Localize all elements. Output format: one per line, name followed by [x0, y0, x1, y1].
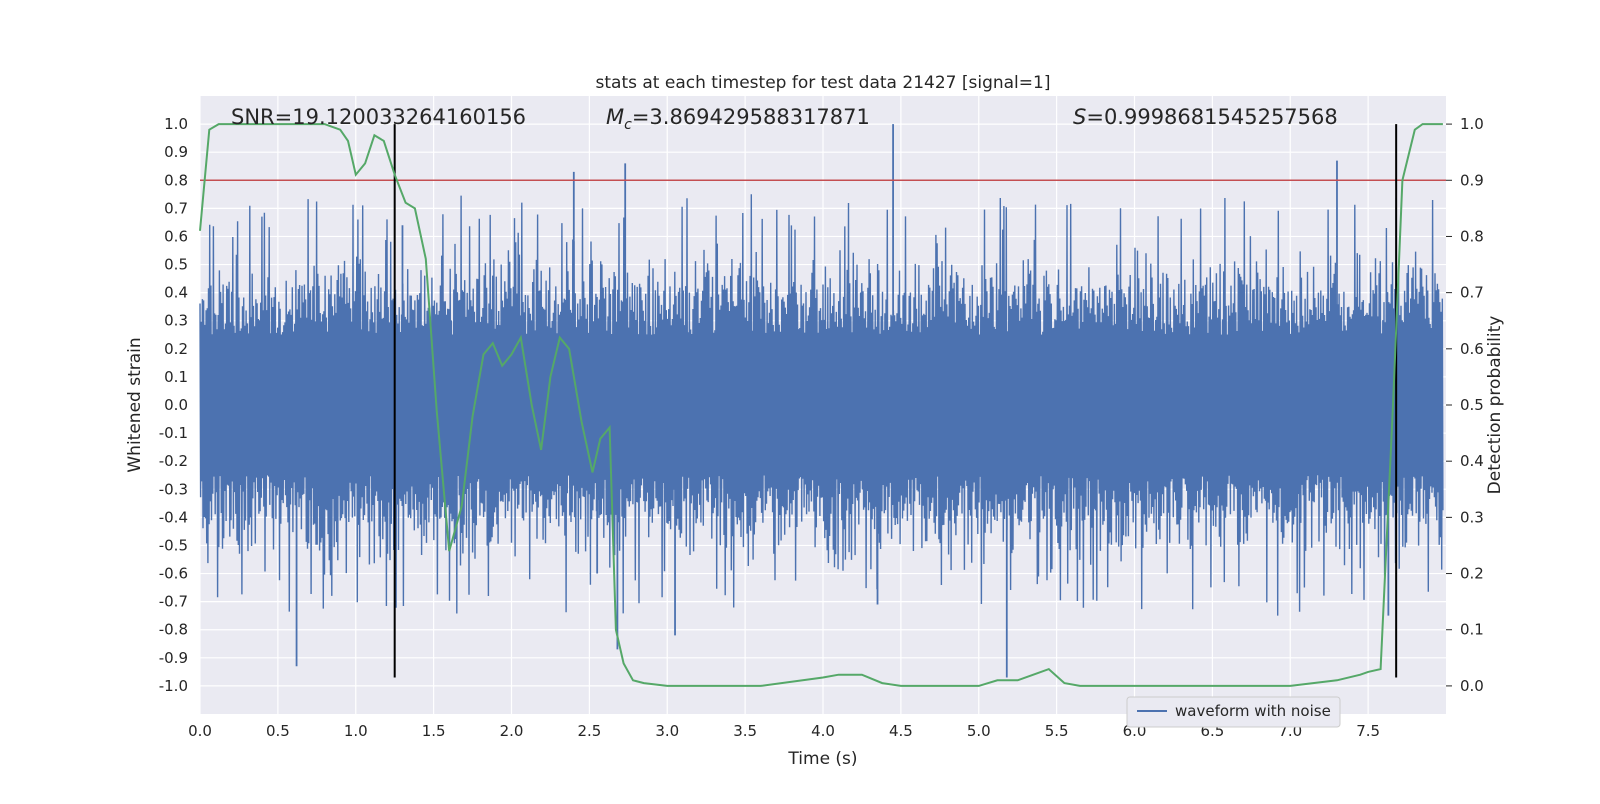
y-tick-label: 0.0 — [164, 396, 188, 414]
mc-symbol: M — [606, 105, 624, 129]
y-tick-label: -1.0 — [159, 677, 188, 695]
y-right-tick-label: 0.8 — [1460, 227, 1484, 245]
y-right-tick-label: 0.9 — [1460, 171, 1484, 189]
x-tick-label: 2.5 — [577, 722, 601, 740]
y-tick-label: -0.4 — [159, 508, 188, 526]
y-right-tick-label: 0.3 — [1460, 508, 1484, 526]
y-tick-label: 0.8 — [164, 171, 188, 189]
x-tick-label: 4.0 — [811, 722, 835, 740]
y-tick-label: 0.2 — [164, 340, 188, 358]
y-axis-label: Whitened strain — [125, 337, 145, 472]
legend-label: waveform with noise — [1175, 702, 1331, 720]
x-tick-label: 3.0 — [655, 722, 679, 740]
mc-subscript: c — [624, 117, 632, 133]
legend: waveform with noise — [1126, 696, 1341, 728]
x-tick-label: 2.0 — [500, 722, 524, 740]
y-tick-label: 0.4 — [164, 284, 188, 302]
y-right-tick-label: 0.5 — [1460, 396, 1484, 414]
y-right-tick-label: 0.6 — [1460, 340, 1484, 358]
y-tick-label: 0.1 — [164, 368, 188, 386]
s-symbol: S — [1073, 105, 1086, 129]
y-right-tick-label: 0.7 — [1460, 284, 1484, 302]
waveform-line — [199, 194, 1444, 616]
y-tick-label: 0.7 — [164, 199, 188, 217]
s-value: =0.9998681545257568 — [1086, 105, 1337, 129]
mc-value: =3.869429588317871 — [632, 105, 870, 129]
y-ticks-right: 1.0 0.9 0.8 0.7 0.6 0.5 0.4 0.3 0.2 0.1 0.0 — [1446, 115, 1484, 695]
y-tick-label: -0.2 — [159, 452, 188, 470]
x-tick-label: 0.5 — [266, 722, 290, 740]
snr-annotation: SNR=19.120033264160156 — [231, 105, 526, 129]
y-tick-label: 0.9 — [164, 143, 188, 161]
x-tick-label: 0.0 — [188, 722, 212, 740]
y-tick-label: -0.5 — [159, 536, 188, 554]
y-right-tick-label: 1.0 — [1460, 115, 1484, 133]
x-tick-label: 3.5 — [733, 722, 757, 740]
y-tick-label: 0.3 — [164, 312, 188, 330]
y-tick-label: -0.3 — [159, 480, 188, 498]
chart-title: stats at each timestep for test data 214… — [596, 73, 1051, 93]
y-right-tick-label: 0.2 — [1460, 565, 1484, 583]
x-tick-label: 1.5 — [422, 722, 446, 740]
s-annotation: S=0.9998681545257568 — [1073, 105, 1338, 129]
y-axis-label-right: Detection probability — [1485, 316, 1505, 495]
y-tick-label: 0.6 — [164, 227, 188, 245]
x-tick-label: 5.5 — [1045, 722, 1069, 740]
y-tick-label: -0.1 — [159, 424, 188, 442]
x-tick-label: 4.5 — [889, 722, 913, 740]
y-ticks-left: 1.0 0.9 0.8 0.7 0.6 0.5 0.4 0.3 0.2 0.1 0.0 -0.1 -0.… — [159, 115, 188, 695]
y-tick-label: 0.5 — [164, 256, 188, 274]
y-tick-label: -0.7 — [159, 593, 188, 611]
y-right-tick-label: 0.4 — [1460, 452, 1484, 470]
y-right-tick-label: 0.1 — [1460, 621, 1484, 639]
x-tick-label: 5.0 — [967, 722, 991, 740]
y-tick-label: -0.6 — [159, 565, 188, 583]
overlays — [199, 123, 1446, 687]
y-right-tick-label: 0.0 — [1460, 677, 1484, 695]
waveform-series — [199, 124, 1444, 678]
y-tick-label: 1.0 — [164, 115, 188, 133]
x-tick-label: 7.5 — [1356, 722, 1380, 740]
y-tick-label: -0.9 — [159, 649, 188, 667]
y-tick-label: -0.8 — [159, 621, 188, 639]
x-tick-label: 1.0 — [344, 722, 368, 740]
legend-box — [1126, 696, 1341, 728]
x-axis-label: Time (s) — [787, 749, 857, 769]
mc-annotation: Mc=3.869429588317871 — [606, 105, 870, 133]
detection-probability-line — [199, 123, 1443, 687]
